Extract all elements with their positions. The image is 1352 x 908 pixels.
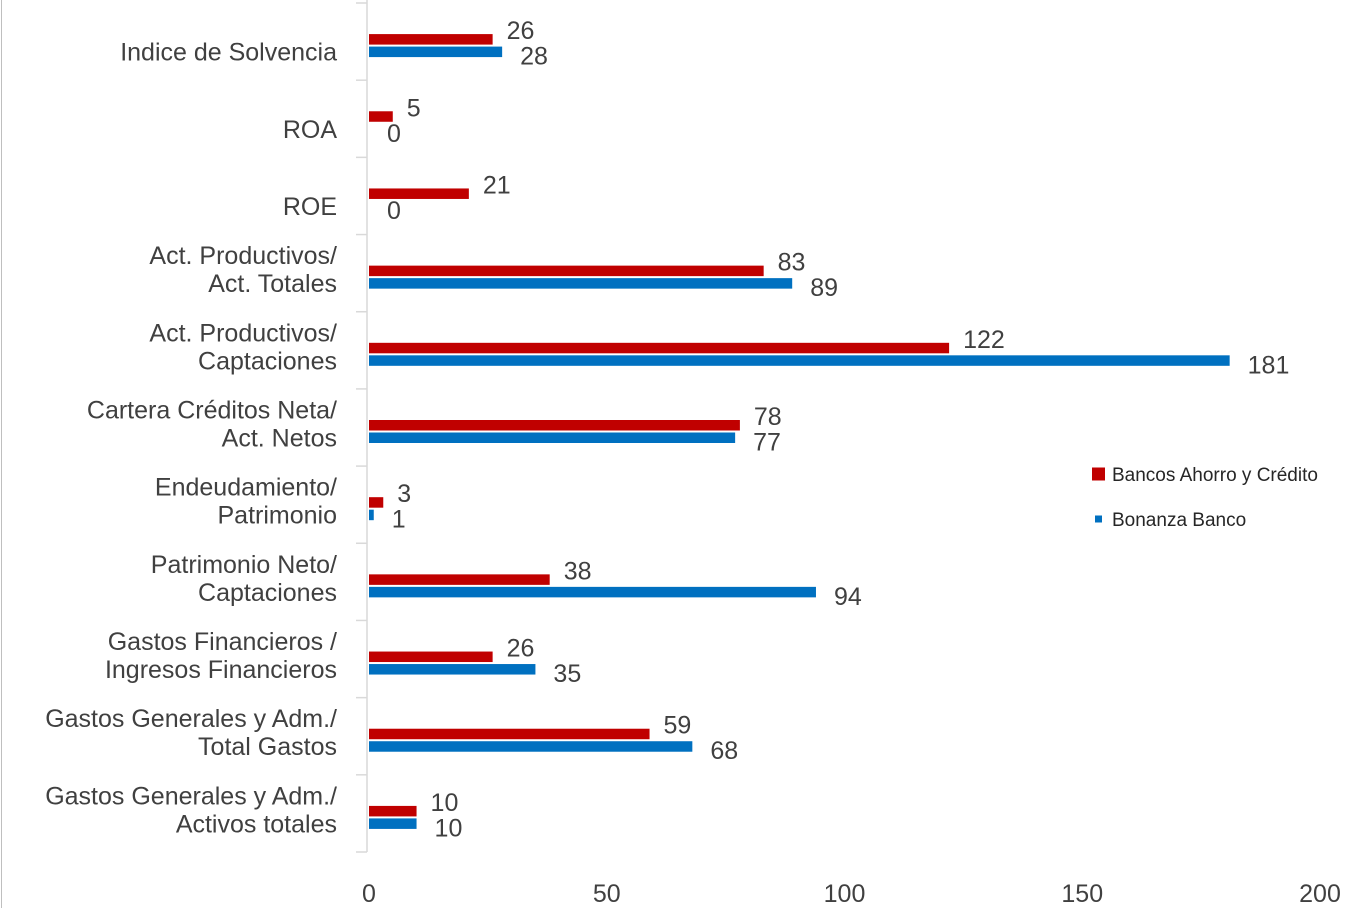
category-label-line: Captaciones bbox=[198, 347, 337, 375]
bar-bancos-ahorro-credito bbox=[369, 111, 393, 122]
category-label: Act. Productivos/Captaciones bbox=[149, 319, 337, 375]
data-label: 83 bbox=[778, 249, 806, 277]
bar-bonanza-banco bbox=[369, 818, 417, 829]
bar-bancos-ahorro-credito bbox=[369, 651, 493, 663]
bar-bancos-ahorro-credito bbox=[369, 805, 417, 817]
data-label: 38 bbox=[564, 557, 592, 585]
category-label: Gastos Generales y Adm./Total Gastos bbox=[45, 705, 337, 761]
x-tick-label: 50 bbox=[593, 880, 621, 908]
bar-bonanza-banco bbox=[369, 432, 736, 443]
bar-bancos-ahorro-credito bbox=[369, 34, 493, 45]
data-label: 68 bbox=[710, 737, 738, 765]
bar-bonanza-banco bbox=[369, 278, 793, 289]
data-label: 35 bbox=[553, 660, 581, 688]
category-label: Gastos Generales y Adm./Activos totales bbox=[45, 782, 337, 838]
data-label: 26 bbox=[507, 17, 535, 45]
category-label-line: Gastos Financieros / bbox=[108, 628, 337, 656]
legend-swatch bbox=[1095, 515, 1102, 523]
bar-bancos-ahorro-credito bbox=[369, 342, 950, 354]
category-label-line: Act. Netos bbox=[222, 425, 337, 453]
data-label: 10 bbox=[431, 789, 459, 817]
category-label-line: Act. Totales bbox=[208, 270, 337, 298]
category-label: Cartera Créditos Neta/Act. Netos bbox=[87, 397, 337, 453]
category-label-line: Indice de Solvencia bbox=[120, 39, 337, 67]
category-label-line: Ingresos Financieros bbox=[105, 656, 337, 684]
axis-group bbox=[356, 0, 368, 853]
data-label: 0 bbox=[387, 197, 401, 225]
data-label: 122 bbox=[963, 326, 1005, 354]
category-label-line: Total Gastos bbox=[198, 733, 337, 761]
category-label-line: ROE bbox=[283, 193, 337, 221]
category-label-line: Act. Productivos/ bbox=[149, 242, 337, 270]
category-label-line: Patrimonio bbox=[218, 502, 338, 530]
data-label: 59 bbox=[664, 712, 692, 740]
bars-group bbox=[369, 34, 1230, 829]
bar-bonanza-banco bbox=[369, 509, 374, 521]
data-label: 89 bbox=[810, 274, 838, 302]
bar-bancos-ahorro-credito bbox=[369, 574, 550, 585]
bar-bancos-ahorro-credito bbox=[369, 420, 740, 431]
x-tick-label: 200 bbox=[1299, 880, 1341, 908]
data-label: 5 bbox=[407, 94, 421, 122]
category-label-line: Gastos Generales y Adm./ bbox=[45, 782, 337, 810]
category-label-line: Activos totales bbox=[176, 810, 337, 838]
legend-entry: Bancos Ahorro y Crédito bbox=[1112, 465, 1318, 486]
data-label: 77 bbox=[753, 429, 781, 457]
bar-bonanza-banco bbox=[369, 586, 816, 598]
bar-bancos-ahorro-credito bbox=[369, 188, 469, 199]
category-label: Patrimonio Neto/Captaciones bbox=[151, 551, 337, 607]
data-label: 21 bbox=[483, 171, 511, 199]
legend-group: Bancos Ahorro y Crédito Bonanza Banco bbox=[1092, 465, 1318, 531]
x-tick-label: 100 bbox=[824, 880, 866, 908]
chart-frame-edge bbox=[1, 0, 2, 908]
data-label: 78 bbox=[754, 403, 782, 431]
legend-swatch bbox=[1092, 467, 1105, 481]
category-label-line: Cartera Créditos Neta/ bbox=[87, 397, 337, 425]
bar-bonanza-banco bbox=[369, 741, 693, 752]
category-label-line: Act. Productivos/ bbox=[149, 319, 337, 347]
category-label-line: Gastos Generales y Adm./ bbox=[45, 705, 337, 733]
category-label: Endeudamiento/Patrimonio bbox=[155, 474, 337, 530]
data-label: 181 bbox=[1248, 351, 1290, 379]
bar-bonanza-banco bbox=[369, 355, 1230, 366]
category-label-line: ROA bbox=[283, 116, 338, 144]
bar-bonanza-banco bbox=[369, 46, 503, 58]
labels-group: Indice de Solvencia ROA ROE Act. Productivo… bbox=[45, 17, 1341, 908]
x-tick-label: 0 bbox=[362, 880, 376, 908]
data-label: 0 bbox=[387, 120, 401, 148]
category-label: ROA bbox=[283, 116, 338, 144]
category-label-line: Captaciones bbox=[198, 579, 337, 607]
category-label: ROE bbox=[283, 193, 337, 221]
data-label: 10 bbox=[435, 814, 463, 842]
bar-bonanza-banco bbox=[369, 664, 536, 675]
category-label: Gastos Financieros / Ingresos Financieros bbox=[105, 628, 337, 684]
data-label: 3 bbox=[397, 480, 411, 508]
data-label: 94 bbox=[834, 583, 862, 611]
category-label: Indice de Solvencia bbox=[120, 39, 337, 67]
legend-entry: Bonanza Banco bbox=[1112, 510, 1246, 531]
data-label: 26 bbox=[507, 635, 535, 663]
category-label-line: Patrimonio Neto/ bbox=[151, 551, 337, 579]
bar-bancos-ahorro-credito bbox=[369, 497, 384, 508]
x-tick-label: 150 bbox=[1061, 880, 1103, 908]
category-label: Act. Productivos/Act. Totales bbox=[149, 242, 337, 298]
bar-bancos-ahorro-credito bbox=[369, 728, 650, 740]
data-label: 1 bbox=[392, 506, 406, 534]
bar-bancos-ahorro-credito bbox=[369, 265, 764, 277]
data-label: 28 bbox=[520, 43, 548, 71]
category-label-line: Endeudamiento/ bbox=[155, 474, 337, 502]
